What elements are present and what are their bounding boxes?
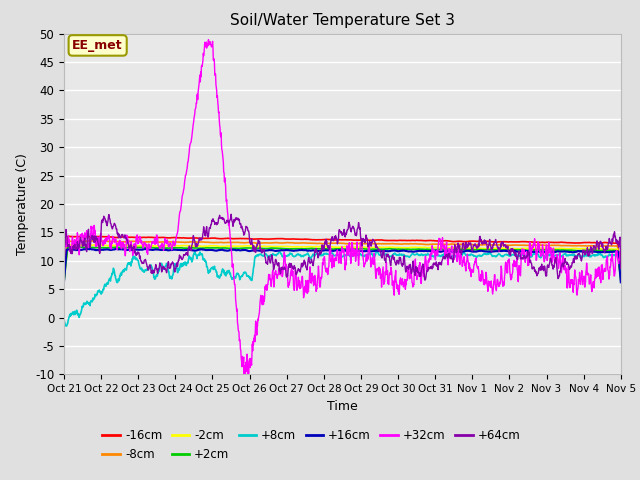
+2cm <box>66 244 74 250</box>
-2cm <box>60 278 68 284</box>
+64cm <box>103 223 111 228</box>
-8cm <box>86 238 94 244</box>
+2cm <box>126 245 134 251</box>
-8cm <box>617 276 625 281</box>
Line: +32cm: +32cm <box>64 40 621 392</box>
-2cm <box>318 244 326 250</box>
+8cm <box>104 280 111 286</box>
-16cm <box>66 234 74 240</box>
+64cm <box>227 211 235 217</box>
-8cm <box>318 240 326 246</box>
Title: Soil/Water Temperature Set 3: Soil/Water Temperature Set 3 <box>230 13 455 28</box>
+16cm <box>297 247 305 253</box>
+64cm <box>308 259 316 265</box>
Line: +64cm: +64cm <box>64 214 621 280</box>
Line: +8cm: +8cm <box>64 252 621 326</box>
-2cm <box>308 244 316 250</box>
+8cm <box>319 252 326 258</box>
-16cm <box>378 237 385 243</box>
Line: -2cm: -2cm <box>64 245 621 281</box>
+8cm <box>297 253 305 259</box>
+32cm <box>308 277 316 283</box>
+32cm <box>103 235 111 240</box>
Line: +16cm: +16cm <box>64 249 621 282</box>
+16cm <box>617 279 625 285</box>
-16cm <box>318 237 326 242</box>
+2cm <box>378 246 385 252</box>
+32cm <box>205 37 212 43</box>
+64cm <box>378 253 385 259</box>
-16cm <box>60 274 68 280</box>
-8cm <box>308 240 316 246</box>
X-axis label: Time: Time <box>327 400 358 413</box>
-16cm <box>308 237 316 242</box>
+2cm <box>308 246 316 252</box>
-8cm <box>378 241 385 247</box>
+2cm <box>297 246 305 252</box>
-16cm <box>617 274 625 279</box>
Line: +2cm: +2cm <box>64 247 621 282</box>
+2cm <box>318 246 326 252</box>
+64cm <box>318 242 326 248</box>
-16cm <box>297 237 305 242</box>
+32cm <box>297 283 305 289</box>
+2cm <box>60 279 68 285</box>
+8cm <box>617 275 625 281</box>
+2cm <box>617 278 625 284</box>
+16cm <box>60 278 68 284</box>
+32cm <box>617 265 625 271</box>
-2cm <box>617 277 625 283</box>
+32cm <box>378 284 385 290</box>
-2cm <box>378 244 385 250</box>
+64cm <box>617 266 625 272</box>
+64cm <box>60 276 68 281</box>
+32cm <box>244 389 252 395</box>
+32cm <box>319 260 326 265</box>
-2cm <box>104 243 111 249</box>
+64cm <box>297 266 305 272</box>
+32cm <box>126 249 134 254</box>
+16cm <box>126 247 134 252</box>
+8cm <box>126 261 134 267</box>
+64cm <box>421 277 429 283</box>
+8cm <box>60 318 68 324</box>
-8cm <box>60 276 68 282</box>
+16cm <box>378 249 385 254</box>
+16cm <box>104 247 111 252</box>
+8cm <box>63 323 70 329</box>
-8cm <box>297 240 305 246</box>
-16cm <box>104 234 111 240</box>
-8cm <box>104 239 111 244</box>
+32cm <box>60 271 68 277</box>
+8cm <box>308 252 316 258</box>
Text: EE_met: EE_met <box>72 39 123 52</box>
-8cm <box>126 239 134 244</box>
+16cm <box>308 248 316 253</box>
-2cm <box>126 243 134 249</box>
+16cm <box>84 246 92 252</box>
+8cm <box>275 249 283 255</box>
+64cm <box>126 243 134 249</box>
+16cm <box>318 248 326 253</box>
-16cm <box>126 234 134 240</box>
-2cm <box>65 242 73 248</box>
Line: -8cm: -8cm <box>64 241 621 279</box>
+2cm <box>104 245 111 251</box>
Y-axis label: Temperature (C): Temperature (C) <box>17 153 29 255</box>
Legend: -16cm, -8cm, -2cm, +2cm, +8cm, +16cm, +32cm, +64cm: -16cm, -8cm, -2cm, +2cm, +8cm, +16cm, +3… <box>98 425 525 466</box>
+8cm <box>378 252 385 258</box>
-2cm <box>297 244 305 250</box>
Line: -16cm: -16cm <box>64 237 621 277</box>
